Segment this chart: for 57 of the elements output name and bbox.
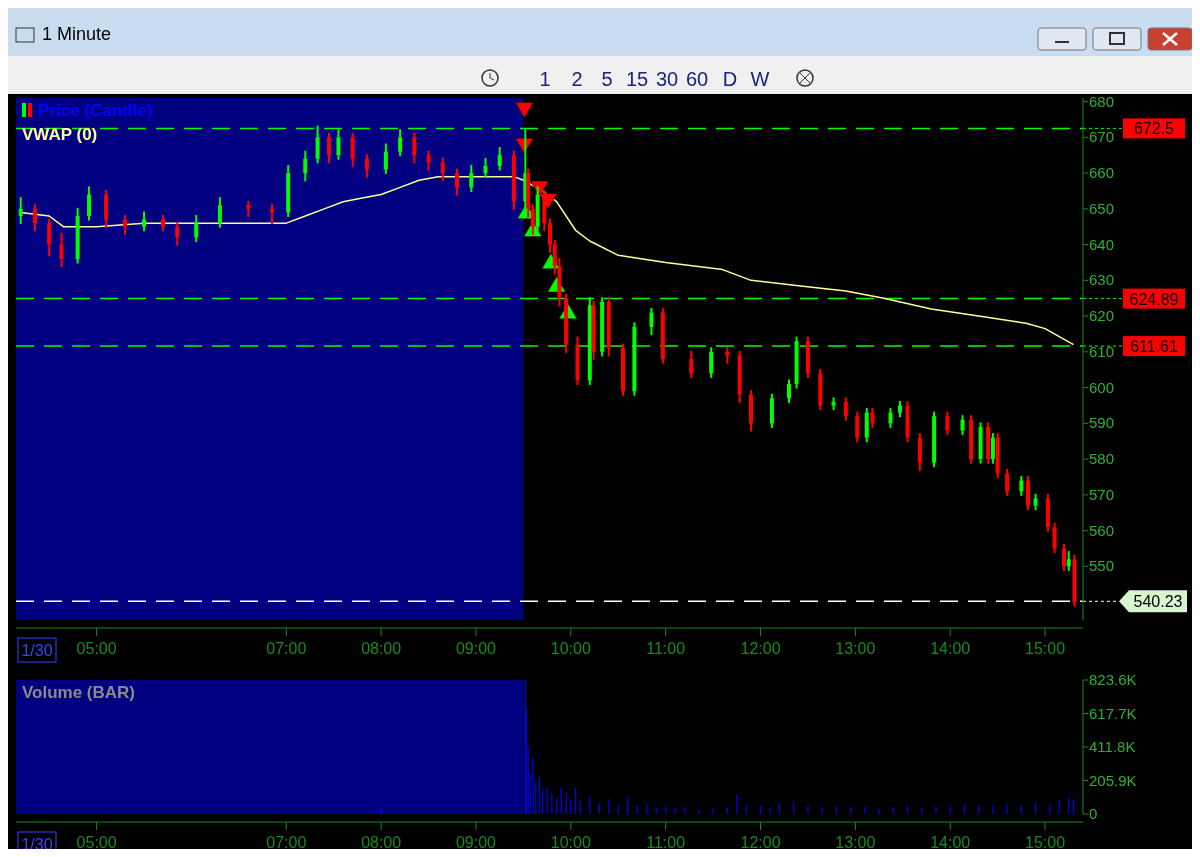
text: 60: [685, 68, 709, 90]
text: 1: [539, 68, 551, 90]
y-tick-label: 660: [1089, 164, 1115, 182]
x-tick-label: 07:00: [266, 834, 307, 851]
y-tick-label: 570: [1089, 485, 1115, 503]
y-tick-label: 580: [1089, 450, 1115, 468]
text: D: [722, 68, 738, 90]
x-tick-label: 09:00: [455, 640, 497, 657]
y-tick-label: 650: [1089, 199, 1115, 217]
x-tick-label: 12:00: [740, 640, 781, 657]
text: Volume (BAR): [22, 683, 136, 702]
text: 30: [655, 68, 679, 90]
y-tick-label: 0: [1089, 805, 1098, 822]
x-tick-label: 14:00: [930, 640, 971, 657]
y-tick-label: 550: [1089, 557, 1115, 575]
text: 15: [625, 68, 649, 90]
x-tick-label: 10:00: [550, 834, 591, 851]
y-tick-label: 610: [1089, 342, 1115, 360]
y-tick-label: 823.6K: [1089, 671, 1137, 688]
x-tick-label: 11:00: [646, 834, 686, 851]
y-tick-label: 617.7K: [1089, 704, 1137, 722]
ref-line-label: 611.61: [1130, 338, 1178, 356]
y-tick-label: 640: [1089, 235, 1115, 253]
x-tick-label: 15:00: [1025, 834, 1066, 851]
y-tick-label: 590: [1089, 414, 1115, 432]
text: W: [750, 68, 770, 90]
x-tick-label: 07:00: [266, 640, 307, 657]
text: 1/30: [21, 642, 53, 659]
x-tick-label: 10:00: [550, 640, 591, 657]
text: VWAP (0): [22, 125, 98, 144]
y-tick-label: 560: [1089, 521, 1115, 539]
x-tick-label: 09:00: [455, 834, 497, 851]
ref-line-label: 624.89: [1129, 290, 1179, 308]
x-tick-label: 05:00: [76, 834, 117, 851]
text: 2: [571, 68, 583, 90]
x-tick-label: 08:00: [361, 834, 402, 851]
ref-line-label: 540.23: [1133, 593, 1183, 611]
ref-line-label: 672.5: [1133, 120, 1175, 138]
y-tick-label: 205.9K: [1089, 771, 1137, 789]
legend-label: Price (Candle): [38, 101, 153, 120]
x-tick-label: 12:00: [740, 834, 781, 851]
y-tick-label: 620: [1089, 307, 1115, 325]
x-tick-label: 08:00: [361, 640, 402, 657]
x-tick-label: 05:00: [76, 640, 117, 657]
y-tick-label: 411.8K: [1089, 738, 1136, 755]
text: 5: [601, 68, 613, 90]
x-tick-label: 11:00: [646, 640, 686, 657]
point: [515, 102, 534, 118]
x-tick-label: 13:00: [835, 834, 876, 851]
y-tick-label: 630: [1089, 271, 1115, 289]
x-tick-label: 13:00: [835, 640, 876, 657]
y-tick-label: 600: [1089, 378, 1115, 396]
y-tick-label: 670: [1089, 128, 1115, 146]
x-tick-label: 14:00: [930, 834, 971, 851]
x-tick-label: 15:00: [1025, 640, 1066, 657]
y-tick-label: 680: [1089, 92, 1115, 110]
text: 1 Minute: [42, 24, 112, 44]
